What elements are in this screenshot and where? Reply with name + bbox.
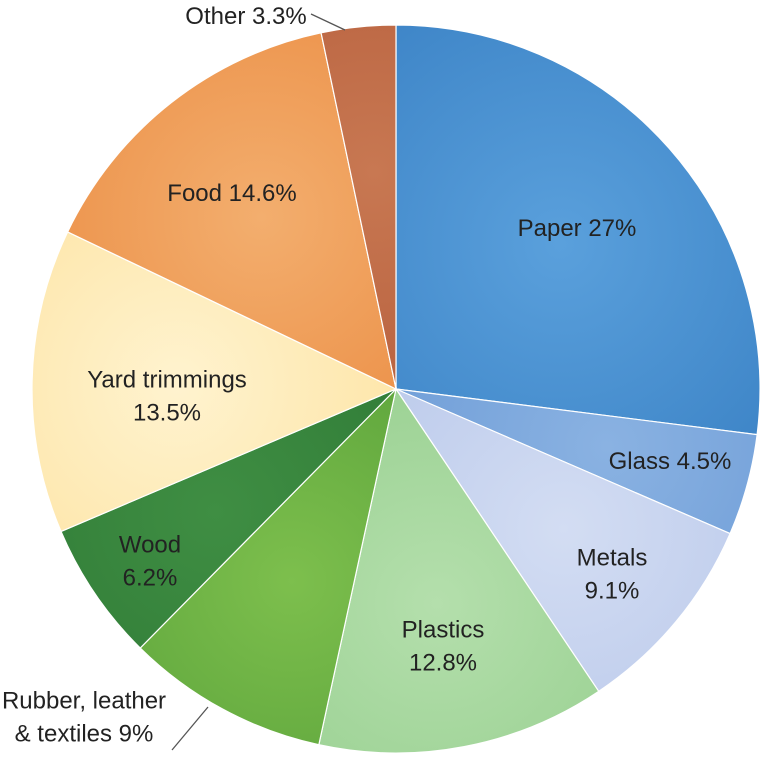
label-plastics: Plastics 12.8% — [402, 617, 485, 677]
label-paper-line-0: Paper 27% — [518, 215, 637, 242]
slice-rubber-leather-textiles — [139, 387, 398, 746]
label-plastics-line-1: 12.8% — [409, 650, 477, 677]
label-yard-trimmings: Yard trimmings 13.5% — [87, 367, 247, 427]
label-glass: Glass 4.5% — [609, 448, 732, 475]
label-rubber-leather-textiles: Rubber, leather & textiles 9% — [2, 688, 166, 748]
label-food: Food 14.6% — [167, 180, 296, 207]
slice-paper — [395, 24, 761, 436]
label-wood-line-1: 6.2% — [123, 565, 178, 592]
slice-wood — [60, 388, 397, 649]
label-glass-line-0: Glass 4.5% — [609, 448, 732, 475]
slice-plastics — [318, 387, 600, 754]
label-yard-trimmings-line-0: Yard trimmings — [87, 367, 247, 394]
label-plastics-line-0: Plastics — [402, 617, 485, 644]
label-metals-line-0: Metals — [577, 545, 648, 572]
label-metals-line-1: 9.1% — [585, 578, 640, 605]
slice-food — [66, 32, 397, 391]
slice-labels: Paper 27% Glass 4.5% Metals 9.1% Plastics 12.… — [2, 3, 731, 748]
leader-line-rubber-leather-textiles — [171, 706, 209, 751]
label-wood: Wood 6.2% — [119, 532, 181, 592]
label-other: Other 3.3% — [185, 3, 306, 30]
label-metals: Metals 9.1% — [577, 545, 648, 605]
label-rubber-leather-textiles-line-0: Rubber, leather — [2, 688, 166, 715]
label-paper: Paper 27% — [518, 215, 637, 242]
leader-line-other — [310, 13, 346, 31]
label-rubber-leather-textiles-line-1: & textiles 9% — [15, 721, 154, 748]
slice-other — [320, 24, 397, 390]
slices-layer — [31, 24, 761, 754]
slice-yard-trimmings — [31, 231, 398, 533]
label-yard-trimmings-line-1: 13.5% — [133, 400, 201, 427]
label-wood-line-0: Wood — [119, 532, 181, 559]
leader-lines — [171, 13, 346, 751]
slice-metals — [394, 387, 731, 693]
label-food-line-0: Food 14.6% — [167, 180, 296, 207]
label-other-line-0: Other 3.3% — [185, 3, 306, 30]
